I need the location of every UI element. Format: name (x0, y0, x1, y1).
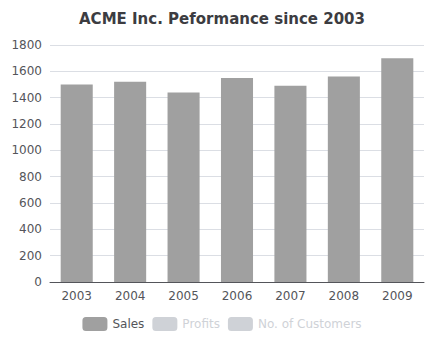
svg-text:1800: 1800 (11, 38, 42, 52)
svg-text:0: 0 (34, 275, 42, 289)
svg-text:2004: 2004 (115, 289, 146, 303)
svg-text:200: 200 (19, 249, 42, 263)
svg-text:800: 800 (19, 170, 42, 184)
svg-text:1200: 1200 (11, 117, 42, 131)
svg-text:1400: 1400 (11, 91, 42, 105)
svg-text:2006: 2006 (222, 289, 253, 303)
svg-text:2007: 2007 (275, 289, 306, 303)
svg-text:400: 400 (19, 222, 42, 236)
svg-text:Profits: Profits (182, 317, 220, 331)
svg-text:2005: 2005 (168, 289, 199, 303)
svg-text:600: 600 (19, 196, 42, 210)
svg-text:ACME Inc. Peformance since 200: ACME Inc. Peformance since 2003 (79, 10, 365, 28)
svg-text:2003: 2003 (61, 289, 92, 303)
svg-text:1000: 1000 (11, 143, 42, 157)
svg-text:No. of Customers: No. of Customers (258, 317, 362, 331)
svg-text:Sales: Sales (112, 317, 144, 331)
svg-text:2008: 2008 (329, 289, 360, 303)
svg-text:2009: 2009 (382, 289, 413, 303)
svg-text:1600: 1600 (11, 64, 42, 78)
